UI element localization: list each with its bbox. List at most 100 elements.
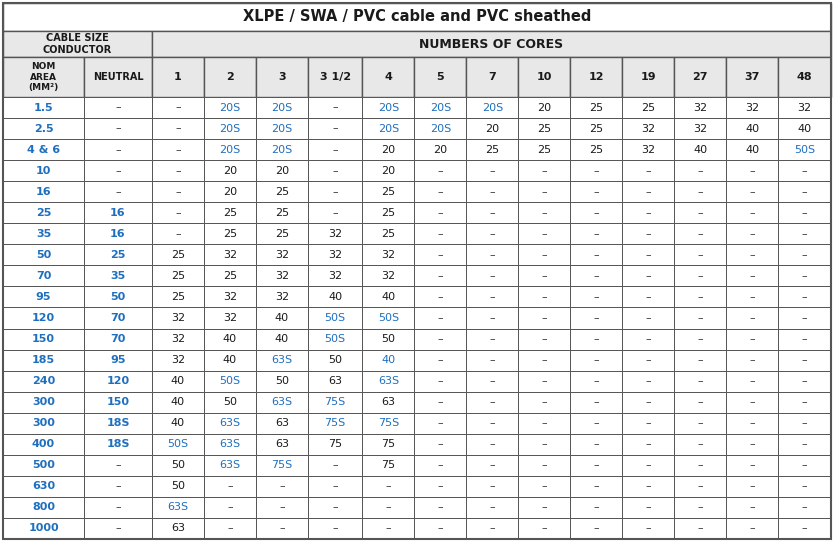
Text: 32: 32 — [797, 102, 811, 113]
Bar — [414, 266, 466, 286]
Bar — [84, 118, 152, 139]
Text: 7: 7 — [489, 72, 496, 82]
Bar — [203, 434, 256, 455]
Text: 120: 120 — [107, 376, 129, 386]
Text: 75: 75 — [328, 439, 342, 449]
Text: –: – — [115, 524, 121, 533]
Bar — [674, 266, 726, 286]
Bar — [256, 497, 308, 518]
Text: –: – — [646, 439, 651, 449]
Text: –: – — [541, 481, 547, 492]
Bar — [84, 266, 152, 286]
Text: –: – — [594, 418, 599, 428]
Bar — [203, 518, 256, 539]
Text: –: – — [801, 166, 807, 176]
Text: 5: 5 — [436, 72, 445, 82]
Bar — [518, 57, 570, 97]
Text: 40: 40 — [223, 334, 237, 344]
Bar — [152, 307, 203, 328]
Text: –: – — [750, 166, 755, 176]
Text: –: – — [332, 481, 338, 492]
Bar — [84, 139, 152, 160]
Text: 25: 25 — [223, 229, 237, 239]
Bar — [674, 371, 726, 392]
Bar — [726, 139, 778, 160]
Bar — [84, 497, 152, 518]
Text: 2.5: 2.5 — [33, 124, 53, 133]
Text: 32: 32 — [641, 124, 656, 133]
Bar — [152, 350, 203, 371]
Bar — [570, 476, 622, 497]
Bar — [3, 244, 84, 266]
Bar — [778, 476, 831, 497]
Text: –: – — [541, 313, 547, 323]
Bar — [152, 371, 203, 392]
Bar — [778, 57, 831, 97]
Bar — [466, 266, 518, 286]
Text: –: – — [646, 524, 651, 533]
Text: –: – — [332, 166, 338, 176]
Text: –: – — [438, 208, 443, 218]
Text: 35: 35 — [36, 229, 51, 239]
Bar — [622, 497, 674, 518]
Text: –: – — [697, 376, 703, 386]
Text: –: – — [646, 502, 651, 512]
Text: 75S: 75S — [324, 397, 346, 407]
Text: –: – — [438, 397, 443, 407]
Bar — [256, 97, 308, 118]
Bar — [203, 371, 256, 392]
Bar — [84, 286, 152, 307]
Text: –: – — [332, 145, 338, 154]
Bar — [622, 181, 674, 202]
Bar — [674, 57, 726, 97]
Bar — [84, 434, 152, 455]
Bar — [518, 307, 570, 328]
Bar — [778, 371, 831, 392]
Text: –: – — [490, 418, 495, 428]
Bar — [3, 455, 84, 476]
Text: 63: 63 — [381, 397, 395, 407]
Text: NEUTRAL: NEUTRAL — [93, 72, 143, 82]
Bar — [518, 223, 570, 244]
Bar — [466, 307, 518, 328]
Bar — [414, 139, 466, 160]
Text: 18S: 18S — [106, 439, 130, 449]
Bar — [84, 371, 152, 392]
Text: –: – — [332, 186, 338, 197]
Text: –: – — [750, 481, 755, 492]
Text: –: – — [541, 376, 547, 386]
Text: 50: 50 — [274, 376, 289, 386]
Bar — [570, 244, 622, 266]
Bar — [570, 307, 622, 328]
Bar — [414, 518, 466, 539]
Bar — [414, 118, 466, 139]
Text: 19: 19 — [641, 72, 656, 82]
Text: –: – — [541, 418, 547, 428]
Bar — [3, 181, 84, 202]
Bar — [363, 518, 414, 539]
Text: –: – — [490, 271, 495, 281]
Text: 20: 20 — [381, 166, 395, 176]
Bar — [518, 266, 570, 286]
Text: NOM
AREA
(MM²): NOM AREA (MM²) — [28, 62, 58, 92]
Text: –: – — [697, 502, 703, 512]
Text: 48: 48 — [796, 72, 812, 82]
Bar — [84, 307, 152, 328]
Bar — [726, 392, 778, 412]
Bar — [256, 286, 308, 307]
Bar — [3, 371, 84, 392]
Bar — [256, 118, 308, 139]
Bar — [518, 371, 570, 392]
Bar — [674, 286, 726, 307]
Bar — [674, 328, 726, 350]
Text: –: – — [801, 481, 807, 492]
Bar — [674, 476, 726, 497]
Bar — [726, 223, 778, 244]
Bar — [203, 97, 256, 118]
Bar — [518, 118, 570, 139]
Bar — [414, 497, 466, 518]
Text: –: – — [490, 524, 495, 533]
Text: –: – — [801, 271, 807, 281]
Bar — [363, 392, 414, 412]
Bar — [570, 412, 622, 434]
